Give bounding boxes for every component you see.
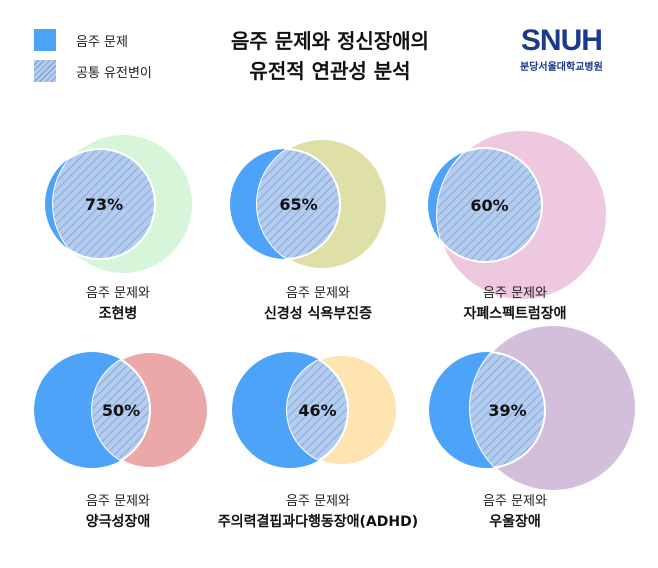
caption-prefix: 음주 문제와 bbox=[86, 494, 150, 509]
caption-prefix: 음주 문제와 bbox=[286, 494, 350, 509]
percent-label: 46% bbox=[298, 401, 336, 420]
logo-text: SNUH bbox=[520, 24, 603, 57]
shared-overlap bbox=[470, 352, 545, 468]
disorder-name: 주의력결핍과다행동장애(ADHD) bbox=[217, 514, 419, 530]
legend-label: 음주 문제 bbox=[76, 34, 128, 50]
legend-label: 공통 유전변이 bbox=[76, 65, 152, 81]
venn-panel: 50% bbox=[34, 351, 209, 469]
percent-label: 50% bbox=[102, 401, 140, 420]
shared-overlap bbox=[437, 148, 542, 262]
caption-prefix: 음주 문제와 bbox=[483, 286, 547, 301]
title-line: 음주 문제와 정신장애의 bbox=[231, 29, 429, 53]
shared-overlap bbox=[257, 149, 340, 259]
venn-panel: 65% bbox=[230, 138, 388, 270]
percent-label: 73% bbox=[85, 195, 123, 214]
caption-prefix: 음주 문제와 bbox=[86, 286, 150, 301]
percent-label: 60% bbox=[470, 196, 508, 215]
percent-label: 65% bbox=[279, 195, 317, 214]
venn-panel: 39% bbox=[429, 324, 637, 492]
logo: SNUH 분당서울대학교병원 bbox=[520, 24, 603, 73]
logo-subtitle: 분당서울대학교병원 bbox=[520, 62, 603, 73]
legend-swatch-hatched bbox=[34, 60, 56, 82]
disorder-name: 조현병 bbox=[98, 306, 138, 322]
shared-overlap bbox=[92, 352, 150, 468]
venn-panel: 73% bbox=[45, 133, 194, 275]
disorder-name: 신경성 식욕부진증 bbox=[264, 306, 372, 322]
legend-item-shared: 공통 유전변이 bbox=[34, 60, 152, 82]
legend-swatch-solid bbox=[34, 29, 56, 51]
disorder-name: 양극성장애 bbox=[85, 514, 151, 530]
venn-panel: 60% bbox=[428, 129, 608, 301]
percent-label: 39% bbox=[488, 401, 526, 420]
shared-overlap bbox=[53, 149, 155, 259]
title-line: 유전적 연관성 분석 bbox=[249, 59, 411, 83]
shared-overlap bbox=[287, 355, 348, 465]
disorder-name: 자폐스펙트럼장애 bbox=[463, 306, 567, 322]
caption-prefix: 음주 문제와 bbox=[286, 286, 350, 301]
venn-panel: 46% bbox=[232, 352, 398, 468]
disorder-name: 우울장애 bbox=[489, 514, 541, 530]
caption-prefix: 음주 문제와 bbox=[483, 494, 547, 509]
legend-item-alcohol: 음주 문제 bbox=[34, 29, 128, 51]
